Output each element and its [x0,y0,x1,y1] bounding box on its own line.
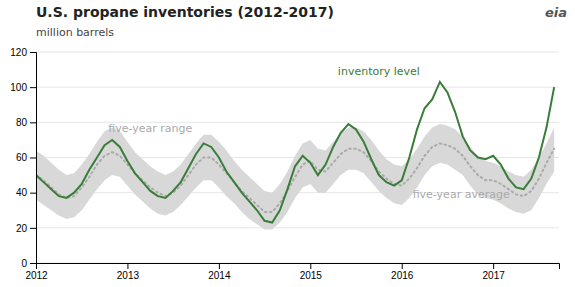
x-tick-label: 2012 [25,270,48,281]
y-tick: 40 [16,187,36,198]
y-tick: 60 [16,152,36,163]
plot-area [36,82,554,230]
x-tick-label: 2013 [117,270,140,281]
grid-line [36,52,559,53]
y-axis-line [30,53,37,264]
series-line [36,82,554,223]
grid-line [36,87,559,88]
y-tick: 120 [10,47,36,58]
x-tick-label: 2016 [391,270,414,281]
y-tick-mark [30,228,36,229]
x-tick: 2013 [117,263,140,281]
y-tick: 20 [16,223,36,234]
y-tick-mark [30,158,36,159]
series-line [36,143,554,212]
annotation: five-year range [108,122,192,135]
y-tick-mark [30,193,36,194]
x-tick-label: 2014 [208,270,231,281]
x-tick-label: 2017 [483,270,506,281]
annotation: eia [545,5,567,20]
y-tick-label: 80 [16,117,28,128]
y-tick: 100 [10,82,36,93]
y-tick-label: 60 [16,152,28,163]
x-tick-mark [310,263,311,269]
range-area [36,124,554,229]
y-tick-mark [30,52,36,53]
y-tick-mark [30,87,36,88]
x-tick: 2016 [391,263,414,281]
y-tick-mark [30,263,36,264]
x-tick-mark [493,263,494,269]
annotations: inventory level five-year range five-year … [108,5,567,201]
x-tick-mark [127,263,128,269]
x-tick-mark [402,263,403,269]
y-tick: 80 [16,117,36,128]
y-tick-label: 20 [16,223,28,234]
y-tick-mark [30,122,36,123]
annotation: five-year average [413,188,510,201]
y-tick: 0 [21,258,36,269]
x-tick: 2015 [300,263,323,281]
grid-line [36,227,559,228]
y-tick-label: 120 [10,47,27,58]
grid [36,52,559,263]
title: U.S. propane inventories (2012-2017) [36,4,334,20]
y-tick-label: 40 [16,187,28,198]
y-tick-label: 0 [21,258,27,269]
x-tick-label: 2015 [300,270,323,281]
chart: 2012 2013 2014 2015 2016 2017 0 20 40 60 80 100 120 U… [0,0,575,287]
annotation: inventory level [338,65,420,78]
x-tick-mark [219,263,220,269]
y-axis: 0 20 40 60 80 100 120 [10,47,36,269]
x-tick: 2012 [25,263,48,281]
x-axis: 2012 2013 2014 2015 2016 2017 [25,263,559,281]
y-tick-label: 100 [10,82,27,93]
x-tick: 2014 [208,263,231,281]
x-tick: 2017 [483,263,506,281]
x-axis-line [37,264,560,270]
y-label: million barrels [36,26,114,39]
